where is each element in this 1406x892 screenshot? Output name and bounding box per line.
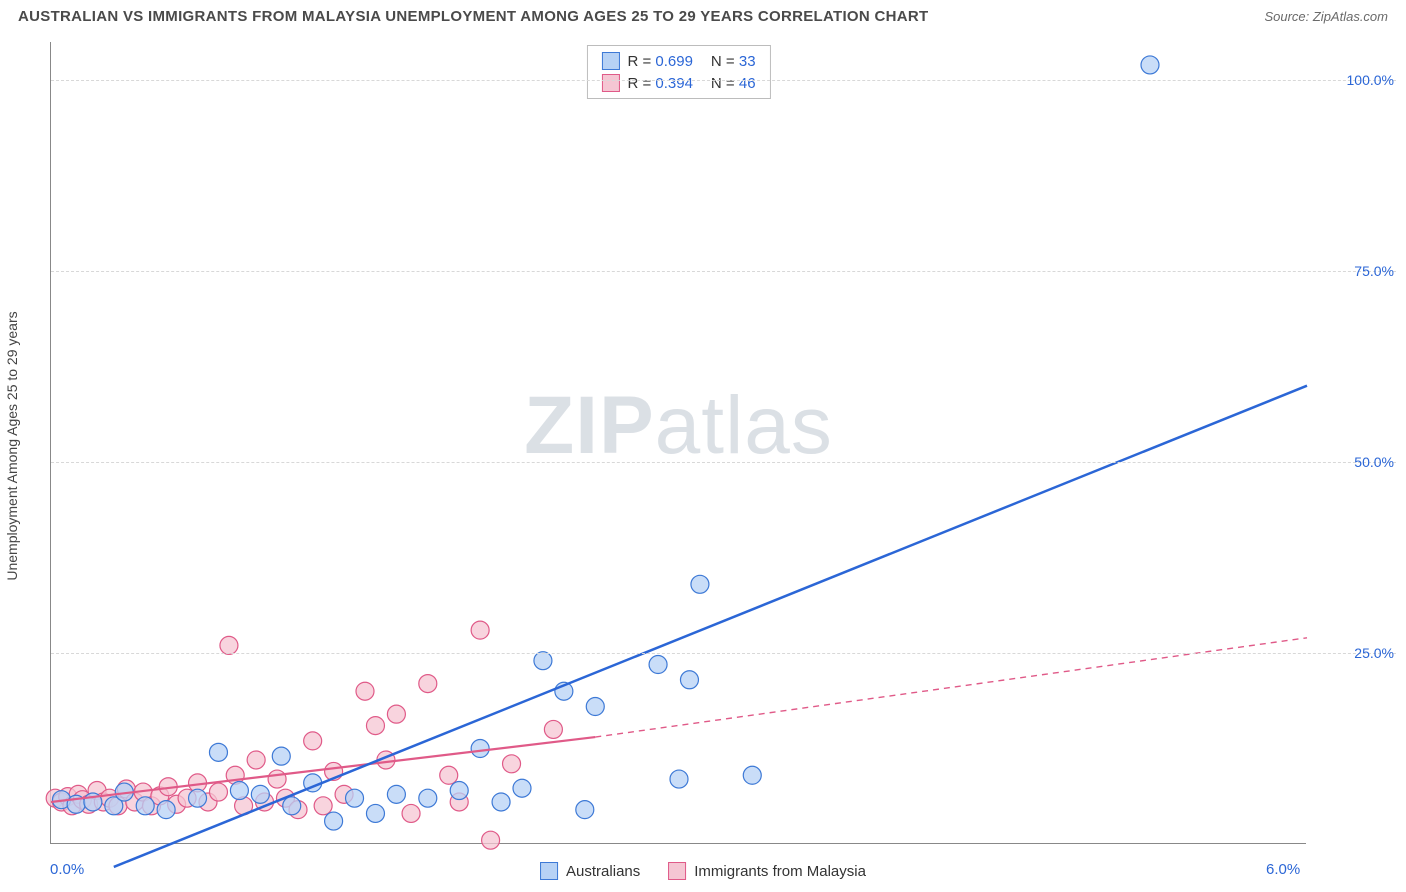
correlation-legend-row: R = 0.699N = 33 <box>587 50 769 72</box>
source-attribution: Source: ZipAtlas.com <box>1264 9 1388 24</box>
data-point <box>503 755 521 773</box>
gridline <box>51 80 1396 81</box>
data-point <box>649 656 667 674</box>
correlation-stats: R = 0.699N = 33 <box>627 53 755 70</box>
data-point <box>157 801 175 819</box>
data-point <box>136 797 154 815</box>
legend-swatch <box>601 74 619 92</box>
data-point <box>314 797 332 815</box>
x-tick-label: 6.0% <box>1266 861 1300 878</box>
data-point <box>492 793 510 811</box>
data-point <box>402 804 420 822</box>
data-point <box>251 785 269 803</box>
data-point <box>366 717 384 735</box>
gridline <box>51 462 1396 463</box>
series-legend-item: Immigrants from Malaysia <box>668 862 866 880</box>
data-point <box>220 636 238 654</box>
y-axis-title: Unemployment Among Ages 25 to 29 years <box>4 311 20 580</box>
data-point <box>576 801 594 819</box>
chart-title: AUSTRALIAN VS IMMIGRANTS FROM MALAYSIA U… <box>18 8 929 25</box>
data-point <box>482 831 500 849</box>
source-prefix: Source: <box>1264 9 1312 24</box>
series-legend-label: Australians <box>566 863 640 880</box>
data-point <box>544 720 562 738</box>
y-tick-label: 50.0% <box>1314 454 1394 470</box>
trend-line-blue <box>114 386 1307 867</box>
data-point <box>209 743 227 761</box>
correlation-legend: R = 0.699N = 33 R = 0.394N = 46 <box>586 45 770 99</box>
correlation-legend-row: R = 0.394N = 46 <box>587 72 769 94</box>
data-point <box>346 789 364 807</box>
data-point <box>534 652 552 670</box>
legend-swatch <box>668 862 686 880</box>
data-point <box>450 782 468 800</box>
data-point <box>283 797 301 815</box>
legend-swatch <box>601 52 619 70</box>
series-legend: Australians Immigrants from Malaysia <box>540 862 866 880</box>
data-point <box>680 671 698 689</box>
scatter-svg <box>51 42 1306 843</box>
series-legend-label: Immigrants from Malaysia <box>694 863 866 880</box>
data-point <box>586 698 604 716</box>
data-point <box>440 766 458 784</box>
data-point <box>471 740 489 758</box>
x-tick-label: 0.0% <box>50 861 84 878</box>
data-point <box>268 770 286 788</box>
data-point <box>272 747 290 765</box>
source-link[interactable]: ZipAtlas.com <box>1313 9 1388 24</box>
data-point <box>209 783 227 801</box>
data-point <box>247 751 265 769</box>
data-point <box>743 766 761 784</box>
series-legend-item: Australians <box>540 862 640 880</box>
data-point <box>1141 56 1159 74</box>
data-point <box>366 804 384 822</box>
y-tick-label: 100.0% <box>1314 72 1394 88</box>
gridline <box>51 271 1396 272</box>
legend-swatch <box>540 862 558 880</box>
chart-plot-area: ZIPatlas R = 0.699N = 33R = 0.394N = 46 … <box>50 42 1306 844</box>
data-point <box>419 789 437 807</box>
data-point <box>691 575 709 593</box>
data-point <box>230 782 248 800</box>
chart-header: AUSTRALIAN VS IMMIGRANTS FROM MALAYSIA U… <box>0 0 1406 31</box>
data-point <box>670 770 688 788</box>
data-point <box>189 789 207 807</box>
data-point <box>325 812 343 830</box>
correlation-stats: R = 0.394N = 46 <box>627 75 755 92</box>
data-point <box>471 621 489 639</box>
data-point <box>387 705 405 723</box>
data-point <box>419 675 437 693</box>
y-tick-label: 75.0% <box>1314 263 1394 279</box>
gridline <box>51 653 1396 654</box>
data-point <box>304 732 322 750</box>
data-point <box>387 785 405 803</box>
data-point <box>513 779 531 797</box>
y-tick-label: 25.0% <box>1314 645 1394 661</box>
data-point <box>356 682 374 700</box>
